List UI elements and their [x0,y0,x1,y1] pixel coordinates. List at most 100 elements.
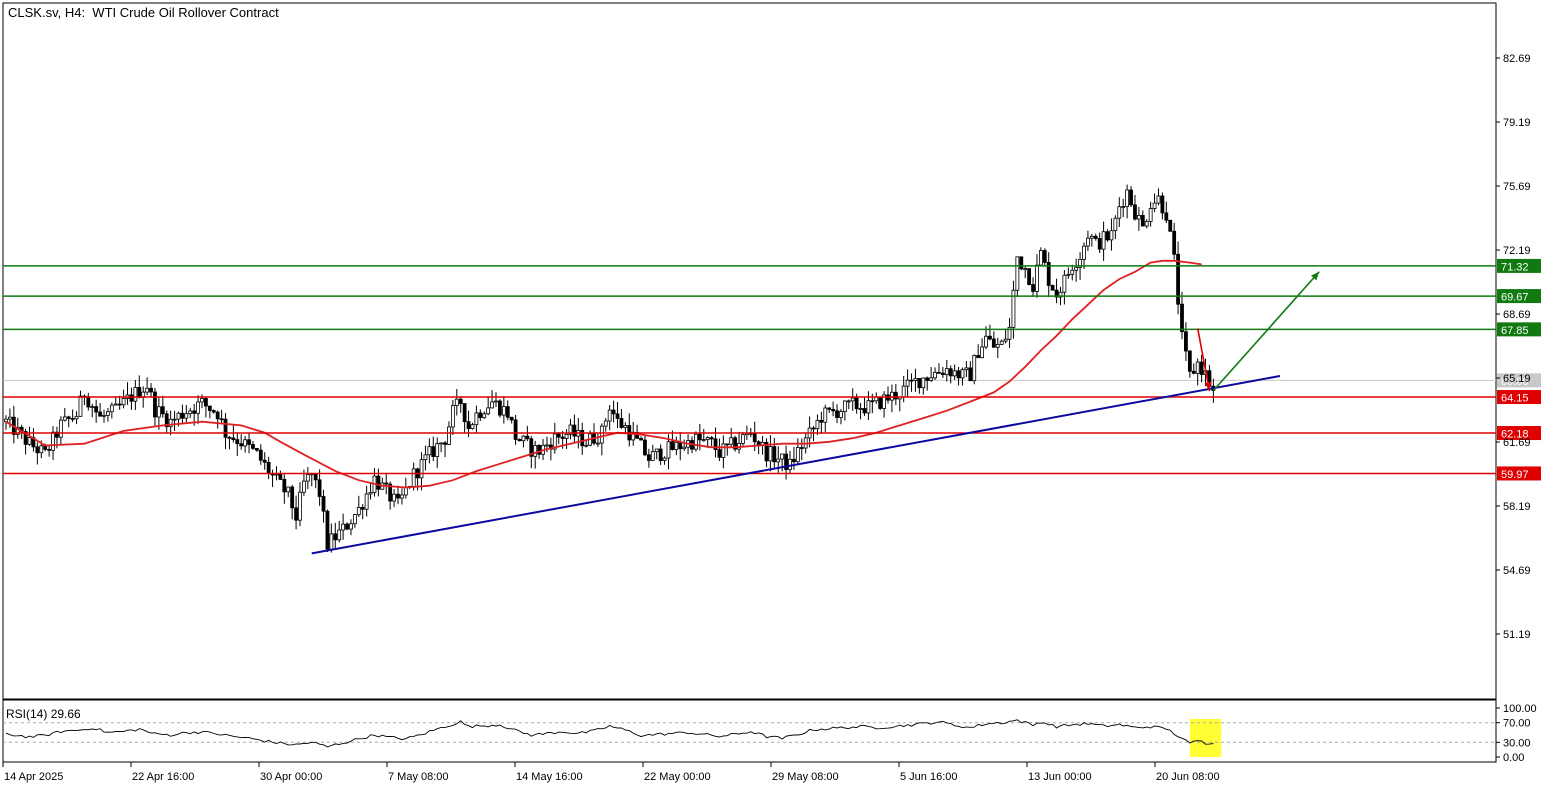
candle-body [1031,284,1035,292]
candle-body [862,408,867,414]
candle-body [423,454,428,461]
candle-body [564,433,569,439]
y-tick-label: 54.69 [1503,565,1531,577]
candle-body [58,419,63,438]
candle-body [792,458,796,463]
x-tick-label: 29 May 08:00 [772,771,839,783]
price-panel-frame [2,2,1497,700]
candle-body [239,443,244,447]
candle-body [533,444,538,457]
candle-body [850,397,855,402]
rsi-line [5,719,1214,748]
candle-body [113,403,118,406]
candle-body [999,340,1004,345]
candle-body [501,406,506,416]
y-tick-label: 65.19 [1503,373,1531,385]
candle-body [470,424,475,430]
candle-body [827,407,832,410]
candle-body [294,507,298,521]
candle-body [952,370,957,377]
candle-body [705,437,710,441]
candle-body [305,474,310,482]
green-level-tag [1497,289,1541,304]
candle-body [180,412,185,419]
candle-body [47,448,52,451]
candle-body [66,416,71,419]
candle-body [615,413,620,419]
candle-body [1140,215,1145,227]
rsi-header: RSI(14) 29.66 [6,707,81,721]
candle-body [893,391,898,400]
rsi-value: 29.66 [50,707,81,721]
candle-body [478,412,483,419]
candle-body [129,394,134,402]
candle-body [266,461,271,475]
candle-body [1007,326,1012,340]
candle-body [1082,245,1086,260]
candle-body [917,378,922,389]
candle-body [1015,256,1020,291]
candle-body [545,444,549,447]
candle-body [215,411,220,420]
candle-body [1180,303,1184,333]
candle-body [298,491,302,521]
candle-body [1089,235,1094,239]
candle-body [1070,269,1075,275]
candle-body [1136,215,1141,220]
candle-body [674,441,679,450]
candle-body [858,408,863,410]
y-tick-label: 58.19 [1503,501,1531,513]
y-tick-label: 72.19 [1503,245,1531,257]
candle-body [842,400,847,412]
candle-body [106,411,110,416]
candle-body [227,436,232,439]
candle-body [972,355,977,382]
candle-body [995,343,1000,348]
candle-body [991,338,996,348]
candle-body [1003,338,1008,342]
candle-body [160,406,165,415]
candle-body [764,441,769,462]
candle-body [1187,350,1192,372]
candle-body [623,425,628,428]
candle-body [333,533,338,541]
candle-body [752,433,757,443]
y-tick-label: 61.69 [1503,437,1531,449]
candle-body [1152,202,1157,209]
candle-body [1101,231,1106,250]
candle-body [454,398,459,406]
candle-body [1113,217,1118,232]
candle-body [882,394,886,409]
candle-body [396,493,400,499]
candle-body [345,523,349,530]
candle-body [909,379,914,382]
candle-body [823,407,828,423]
candle-body [176,412,181,420]
candle-body [1109,230,1114,241]
candle-body [55,431,59,438]
candle-body [956,370,961,379]
candle-body [780,453,785,460]
candle-body [290,486,295,509]
candle-body [62,416,67,421]
candle-body [1195,361,1200,374]
red-level-label: 64.15 [1501,393,1529,405]
candle-body [302,480,306,493]
candle-body [153,391,157,418]
candle-body [1125,189,1130,207]
candle-body [913,378,918,381]
candle-body [223,418,228,438]
candle-body [988,335,992,340]
candle-body [102,414,106,417]
candle-body [462,403,467,423]
candle-body [599,425,604,444]
ascending-trendline [311,375,1281,555]
candle-body [1160,195,1165,214]
candle-body [1199,361,1204,375]
candle-body [878,396,883,409]
candle-body [231,437,236,441]
x-tick-label: 22 May 00:00 [644,771,711,783]
rsi-tick-label: 0.00 [1503,752,1524,764]
candle-body [556,433,561,438]
candle-body [654,448,659,453]
